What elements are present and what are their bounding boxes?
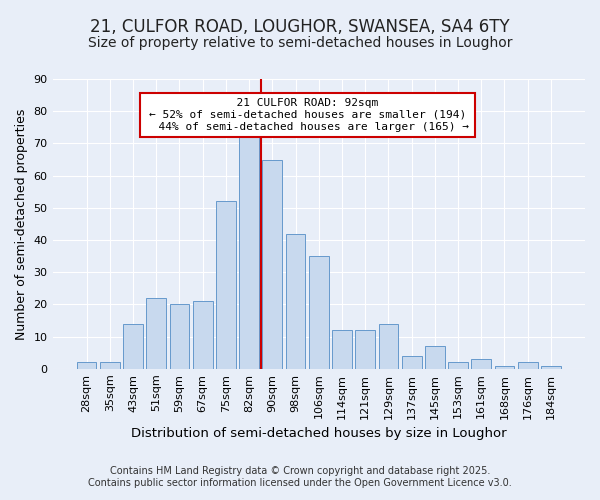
Text: Contains HM Land Registry data © Crown copyright and database right 2025.
Contai: Contains HM Land Registry data © Crown c… [88, 466, 512, 487]
Bar [541, 366, 561, 369]
Bar [100, 362, 119, 369]
Y-axis label: Number of semi-detached properties: Number of semi-detached properties [15, 108, 28, 340]
Text: 21 CULFOR ROAD: 92sqm  
← 52% of semi-detached houses are smaller (194)
  44% of: 21 CULFOR ROAD: 92sqm ← 52% of semi-deta… [145, 98, 469, 132]
Bar [193, 301, 212, 369]
Bar [518, 362, 538, 369]
Bar [77, 362, 97, 369]
Bar [262, 160, 282, 369]
Bar [123, 324, 143, 369]
Bar [239, 128, 259, 369]
Bar [494, 366, 514, 369]
Text: Size of property relative to semi-detached houses in Loughor: Size of property relative to semi-detach… [88, 36, 512, 50]
Bar [216, 202, 236, 369]
Bar [472, 359, 491, 369]
Bar [170, 304, 190, 369]
Bar [309, 256, 329, 369]
Text: 21, CULFOR ROAD, LOUGHOR, SWANSEA, SA4 6TY: 21, CULFOR ROAD, LOUGHOR, SWANSEA, SA4 6… [90, 18, 510, 36]
X-axis label: Distribution of semi-detached houses by size in Loughor: Distribution of semi-detached houses by … [131, 427, 506, 440]
Bar [402, 356, 422, 369]
Bar [355, 330, 375, 369]
Bar [286, 234, 305, 369]
Bar [146, 298, 166, 369]
Bar [379, 324, 398, 369]
Bar [448, 362, 468, 369]
Bar [332, 330, 352, 369]
Bar [425, 346, 445, 369]
